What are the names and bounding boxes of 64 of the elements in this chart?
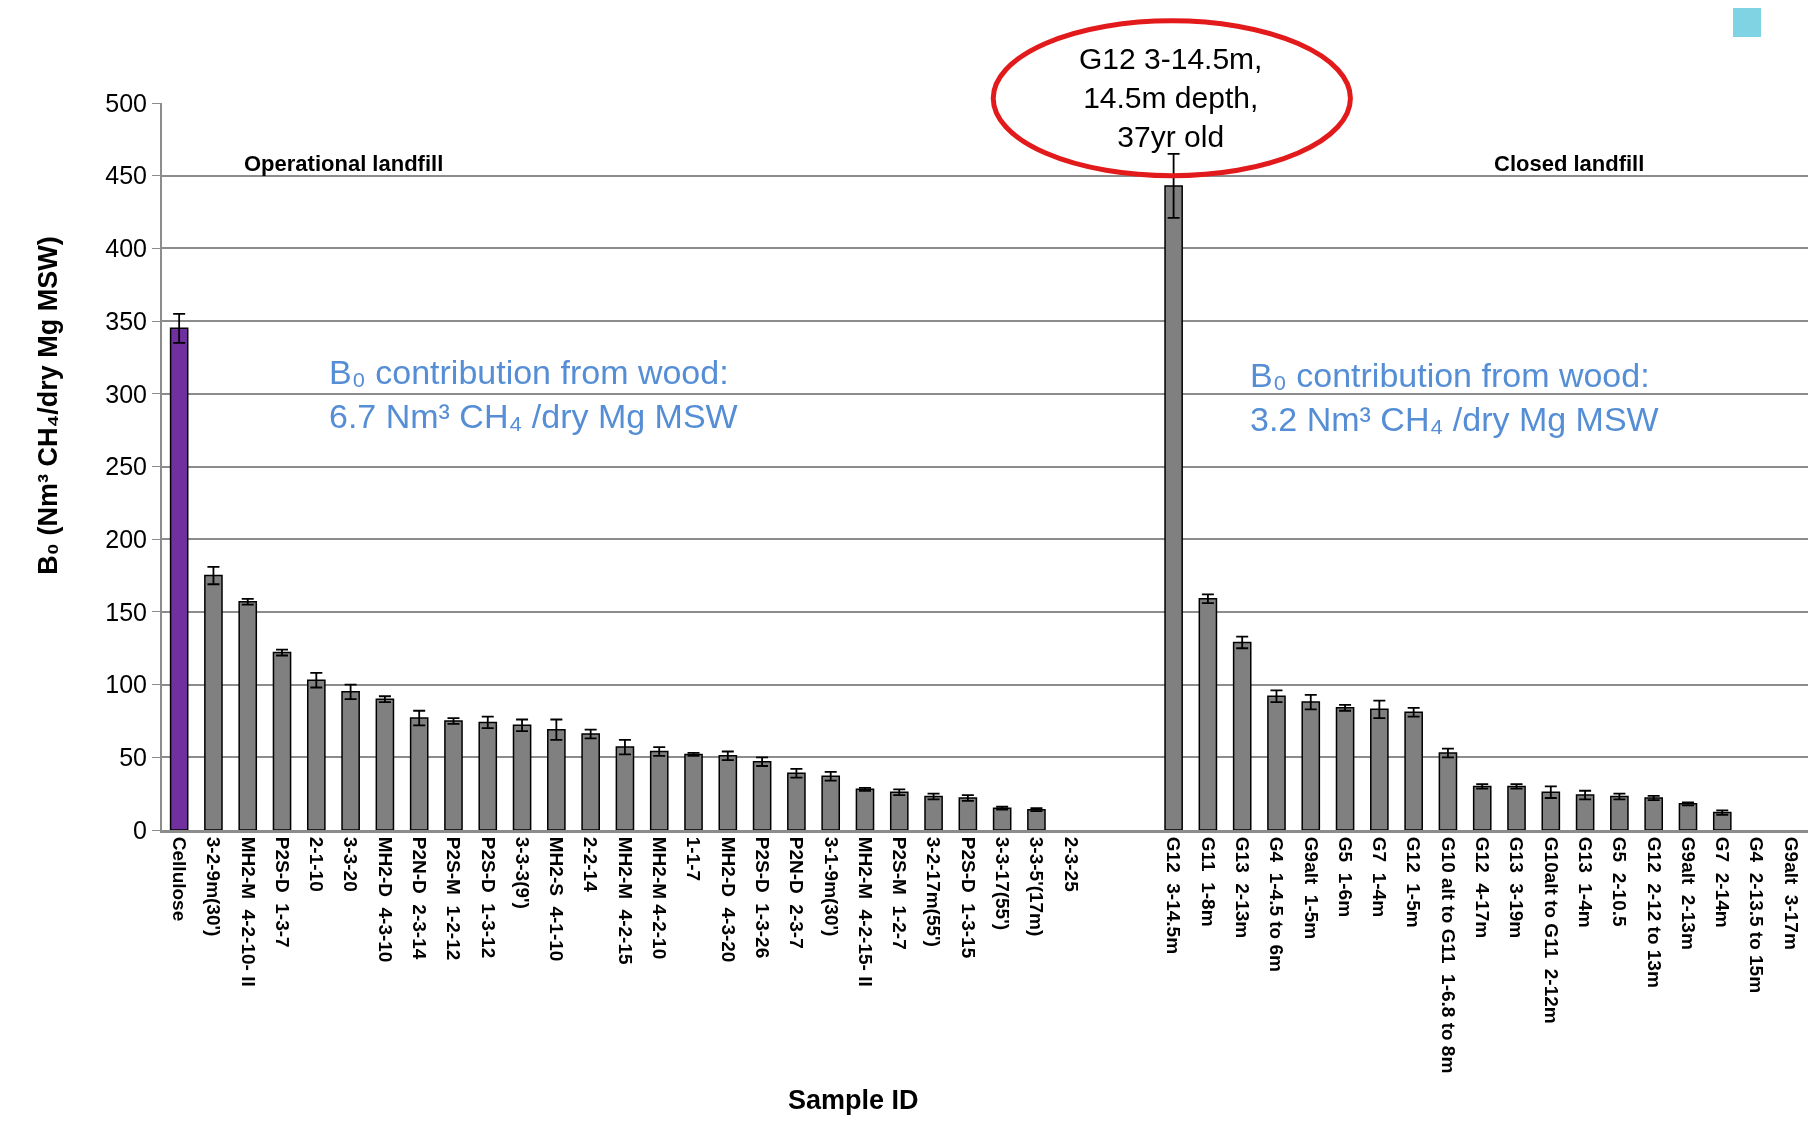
x-tick-label: P2S-D 1-3-7 [271, 836, 293, 948]
x-tick-label: 3-3-3(9') [511, 836, 533, 909]
y-axis-title: B₀ (Nm³ CH₄/dry Mg MSW) [33, 236, 64, 575]
x-tick-label: P2N-D 2-3-7 [786, 836, 808, 949]
y-tick-label: 200 [105, 524, 147, 553]
x-tick-label: G12 3-14.5m [1163, 836, 1185, 955]
x-tick-label: 2-1-10 [306, 836, 328, 892]
y-tick-label: 250 [105, 452, 147, 481]
annotation: Closed landfill [1494, 151, 1645, 176]
y-tick-label: 50 [119, 743, 147, 772]
x-tick-label: G5 1-6m [1334, 836, 1356, 918]
y-tick-label: 400 [105, 234, 147, 263]
x-tick-label: G12 2-12 to 13m [1643, 836, 1665, 988]
x-tick-label: P2S-D 1-3-15 [957, 836, 979, 959]
x-tick-label: G7 1-4m [1369, 836, 1391, 918]
y-tick-label: 0 [133, 815, 147, 844]
x-tick-label: MH2-M 4-2-10 [649, 836, 671, 960]
x-tick-label: G4 1-4.5 to 6m [1266, 836, 1288, 972]
x-tick-label: G11 1-8m [1197, 836, 1219, 927]
x-axis-title: Sample ID [788, 1085, 919, 1115]
x-tick-label: 3-3-20 [340, 836, 362, 892]
x-tick-label: P2S-M 1-2-12 [443, 836, 465, 961]
x-tick-label: G9alt 1-5m [1300, 836, 1322, 940]
x-tick-label: G13 1-4m [1574, 836, 1596, 928]
y-tick-label: 500 [105, 88, 147, 117]
x-tick-label: G10 alt to G11 1-6.8 to 8m [1437, 836, 1459, 1074]
x-tick-label: 3-1-9m(30') [820, 836, 842, 937]
x-tick-label: MH2-D 4-3-20 [717, 836, 739, 963]
x-tick-label: G4 2-13.5 to 15m [1746, 836, 1768, 994]
x-tick-label: 2-3-25 [1060, 836, 1082, 893]
x-tick-label: 1-1-7 [683, 836, 705, 882]
y-tick-label: 300 [105, 379, 147, 408]
x-tick-label: MH2-M 4-2-15- II [854, 836, 876, 987]
x-tick-label: G9alt 2-13m [1677, 836, 1699, 950]
x-tick-label: 3-3-17(55') [991, 836, 1013, 931]
x-tick-label: 3-2-17m(55') [923, 836, 945, 947]
x-tick-label: G9alt 3-17m [1780, 836, 1802, 950]
y-tick-label: 450 [105, 161, 147, 190]
y-tick-label: 100 [105, 670, 147, 699]
annotation: B₀ contribution from wood: 6.7 Nm³ CH₄ /dry Mg MSW [329, 353, 738, 436]
x-tick-label: G13 3-19m [1506, 836, 1528, 939]
x-tick-label: MH2-M 4-2-15 [614, 836, 636, 965]
x-tick-label: P2N-D 2-3-14 [409, 836, 431, 960]
y-tick-label: 350 [105, 306, 147, 335]
x-tick-label: G10alt to G11 2-12m [1540, 836, 1562, 1024]
x-tick-label: MH2-M 4-2-10- II [237, 836, 259, 987]
x-tick-label: MH2-S 4-1-10 [546, 836, 568, 962]
annotation: Operational landfill [244, 151, 444, 176]
x-tick-label: MH2-D 4-3-10 [374, 836, 396, 963]
x-tick-label: Cellulose [168, 836, 190, 922]
x-tick-label: P2S-D 1-3-26 [751, 836, 773, 959]
x-tick-label: 3-3-5'(17m) [1026, 836, 1048, 937]
x-tick-label: G5 2-10.5 [1609, 836, 1631, 928]
x-tick-label: G12 1-5m [1403, 836, 1425, 928]
y-tick-label: 150 [105, 597, 147, 626]
x-tick-label: G12 4-17m [1472, 836, 1494, 939]
x-tick-label: 2-2-14 [580, 836, 602, 893]
x-tick-label: P2S-M 1-2-7 [889, 836, 911, 950]
annotation: G12 3-14.5m, 14.5m depth, 37yr old [1079, 42, 1263, 153]
x-tick-label: G7 2-14m [1712, 836, 1734, 928]
x-tick-label: G13 2-13m [1232, 836, 1254, 939]
x-tick-label: 3-2-9m(30') [203, 836, 225, 937]
annotation: B₀ contribution from wood: 3.2 Nm³ CH₄ /dry Mg MSW [1250, 356, 1659, 439]
x-tick-label: P2S-D 1-3-12 [477, 836, 499, 959]
